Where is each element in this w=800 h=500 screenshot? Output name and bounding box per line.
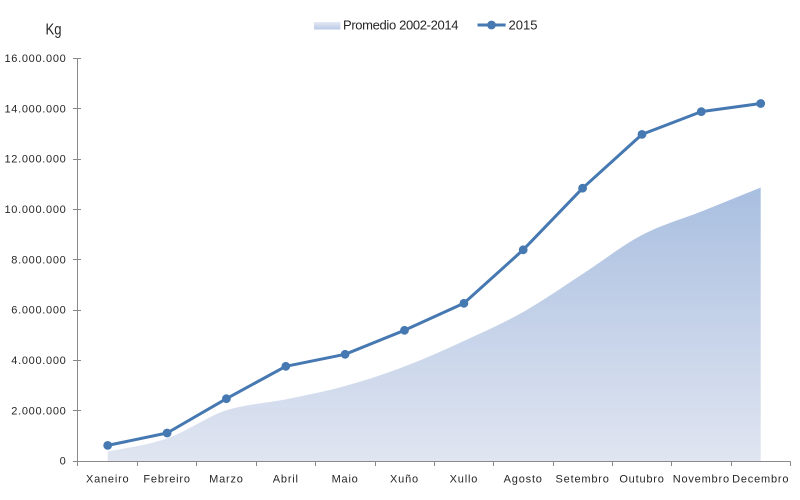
svg-text:Abril: Abril <box>273 474 299 486</box>
svg-text:Xullo: Xullo <box>450 474 478 486</box>
svg-text:4.000.000: 4.000.000 <box>11 355 66 367</box>
svg-text:Outubro: Outubro <box>619 474 664 486</box>
svg-text:Promedio 2002-2014: Promedio 2002-2014 <box>343 18 458 33</box>
svg-text:Setembro: Setembro <box>556 474 610 486</box>
svg-text:Xuño: Xuño <box>390 474 419 486</box>
svg-text:Novembro: Novembro <box>673 474 730 486</box>
svg-text:2.000.000: 2.000.000 <box>11 405 66 417</box>
svg-text:8.000.000: 8.000.000 <box>11 254 66 266</box>
svg-text:Maio: Maio <box>332 474 359 486</box>
svg-text:12.000.000: 12.000.000 <box>4 154 66 166</box>
svg-text:10.000.000: 10.000.000 <box>4 204 66 216</box>
svg-text:2015: 2015 <box>509 18 538 33</box>
svg-text:Kg: Kg <box>46 21 62 38</box>
svg-text:Agosto: Agosto <box>504 474 543 486</box>
svg-text:16.000.000: 16.000.000 <box>4 53 66 65</box>
svg-text:14.000.000: 14.000.000 <box>4 103 66 115</box>
svg-text:6.000.000: 6.000.000 <box>11 305 66 317</box>
svg-text:0: 0 <box>60 456 67 468</box>
svg-text:Marzo: Marzo <box>209 474 244 486</box>
svg-text:Decembro: Decembro <box>732 474 789 486</box>
svg-text:Febreiro: Febreiro <box>143 474 190 486</box>
svg-text:Xaneiro: Xaneiro <box>86 474 130 486</box>
